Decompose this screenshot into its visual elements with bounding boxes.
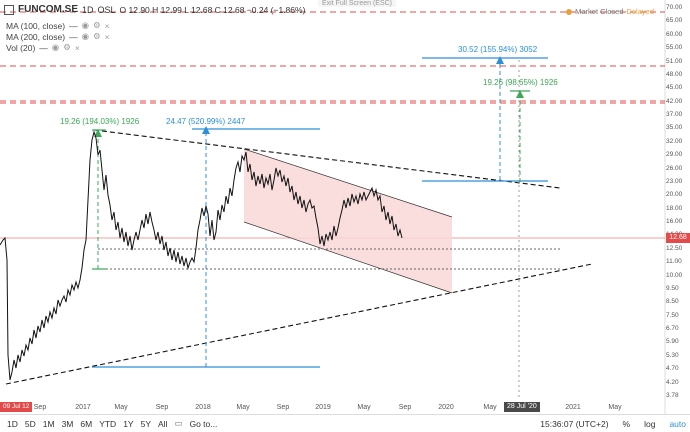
eye-icon[interactable]: ◉ [51,42,60,52]
timeframe-5d[interactable]: 5D [24,418,36,429]
annotation-label: 19.26 (194.03%) 1926 [60,117,140,126]
annotation-label: 19.26 (98.65%) 1926 [483,78,558,87]
goto-button[interactable]: Go to... [189,418,218,429]
timeframe-1y[interactable]: 1Y [123,418,134,429]
y-tick-label: 12.50 [666,244,683,252]
eye-icon[interactable]: ◉ [81,20,89,30]
y-tick-label: 35.00 [666,124,683,132]
x-tick-label: Sep [33,404,47,411]
x-tick-label: Sep [398,404,412,411]
left-price-tag: 09 Jul 12 [0,402,33,412]
x-tick-label: May [357,404,371,411]
x-tick-label: May [114,404,128,411]
calendar-icon[interactable]: ▭ [174,418,183,428]
close-icon[interactable]: × [74,42,80,53]
timeframe-3m[interactable]: 3M [61,418,74,429]
eye-icon[interactable]: ◉ [81,31,89,41]
timeframe-1m[interactable]: 1M [42,418,55,429]
y-tick-label: 45.00 [666,84,683,92]
auto-scale-toggle[interactable]: auto [669,418,686,429]
settings-icon[interactable]: ⚙ [92,31,101,41]
x-tick-label: May [608,404,622,411]
indicator-volume[interactable]: Vol (20) — ◉ ⚙ × [6,42,80,53]
y-tick-label: 26.00 [666,164,683,172]
current-price-tag: 12.68 [666,233,690,243]
settings-icon[interactable]: ⚙ [63,42,71,52]
status-dot-icon [566,8,573,15]
y-tick-label: 55.00 [666,44,683,52]
upper-trendline [93,129,561,189]
timeframe-ytd[interactable]: YTD [99,418,117,429]
price-series [0,130,403,381]
y-tick-label: 23.00 [666,177,683,185]
settings-icon[interactable]: ⚙ [92,20,101,30]
close-icon[interactable]: × [104,20,110,31]
interval-label[interactable]: 1D [82,4,94,15]
bottom-toolbar: 1D 5D 1M 3M 6M YTD 1Y 5Y All ▭ Go to... … [0,414,690,432]
annotation-label: 24.47 (520.99%) 2447 [166,117,246,126]
y-tick-label: 4.20 [666,378,679,386]
x-tick-label: 2021 [565,404,581,411]
y-tick-label: 51.00 [666,57,683,65]
x-tick-label: 2018 [195,404,211,411]
chart-type-icon[interactable] [4,4,14,15]
y-tick-label: 37.00 [666,111,683,119]
y-tick-label: 70.00 [666,4,683,11]
timeframe-5y[interactable]: 5Y [140,418,151,429]
descending-channel [244,149,452,293]
exchange-label: OSL [97,4,116,15]
exit-fullscreen-hint[interactable]: Exit Full Screen (ESC) [318,0,397,7]
y-tick-label: 7.50 [666,311,679,319]
indicator-ma200[interactable]: MA (200, close) — ◉ ⚙ × [6,31,110,42]
y-tick-label: 29.00 [666,151,683,159]
y-tick-label: 18.00 [666,204,683,212]
y-tick-label: 8.50 [666,298,679,306]
cursor-date-tag: 28 Jul '20 [504,402,540,412]
y-tick-label: 42.00 [666,97,683,105]
ohlc-values: O 12.90 H 12.99 L 12.68 C 12.68 −0.24 (−… [119,4,306,15]
x-tick-label: May [236,404,250,411]
green-measure-lines [92,90,530,270]
log-scale-toggle[interactable]: log [644,418,656,429]
y-tick-label: 48.00 [666,70,683,78]
symbol-name[interactable]: FUNCOM.SE [18,4,78,15]
x-tick-label: 2020 [438,404,454,411]
market-status: Market Closed Delayed [566,7,654,16]
y-tick-label: 11.00 [666,258,682,266]
y-tick-label: 5.30 [666,351,679,359]
clock: 15:36:07 (UTC+2) [540,418,609,429]
y-tick-label: 65.00 [666,17,683,25]
symbol-header[interactable]: FUNCOM.SE 1D OSL O 12.90 H 12.99 L 12.68… [4,4,305,15]
x-tick-label: 2019 [315,404,331,411]
percent-scale-toggle[interactable]: % [622,418,631,429]
y-tick-label: 4.70 [666,365,679,373]
x-tick-label: May [483,404,497,411]
y-tick-label: 3.78 [666,392,679,399]
timeframe-1d[interactable]: 1D [7,418,18,429]
annotation-label: 30.52 (155.94%) 3052 [458,45,538,54]
timeframe-all[interactable]: All [158,418,168,429]
indicator-ma100[interactable]: MA (100, close) — ◉ ⚙ × [6,20,110,31]
y-tick-label: 16.00 [666,218,683,226]
y-tick-label: 10.00 [666,271,683,279]
y-tick-label: 5.90 [666,338,679,346]
y-tick-label: 60.00 [666,30,683,38]
red-dashed-levels [0,11,665,104]
y-tick-label: 9.50 [666,284,679,292]
lower-trendline [5,263,593,385]
x-tick-label: Sep [276,404,290,411]
blue-measure-lines [92,56,548,368]
y-tick-label: 32.00 [666,137,683,145]
y-tick-label: 6.70 [666,325,679,333]
timeframe-6m[interactable]: 6M [80,418,93,429]
x-tick-label: Sep [155,404,169,411]
y-tick-label: 20.00 [666,191,683,199]
x-tick-label: 2017 [75,404,91,411]
close-icon[interactable]: × [104,31,110,42]
